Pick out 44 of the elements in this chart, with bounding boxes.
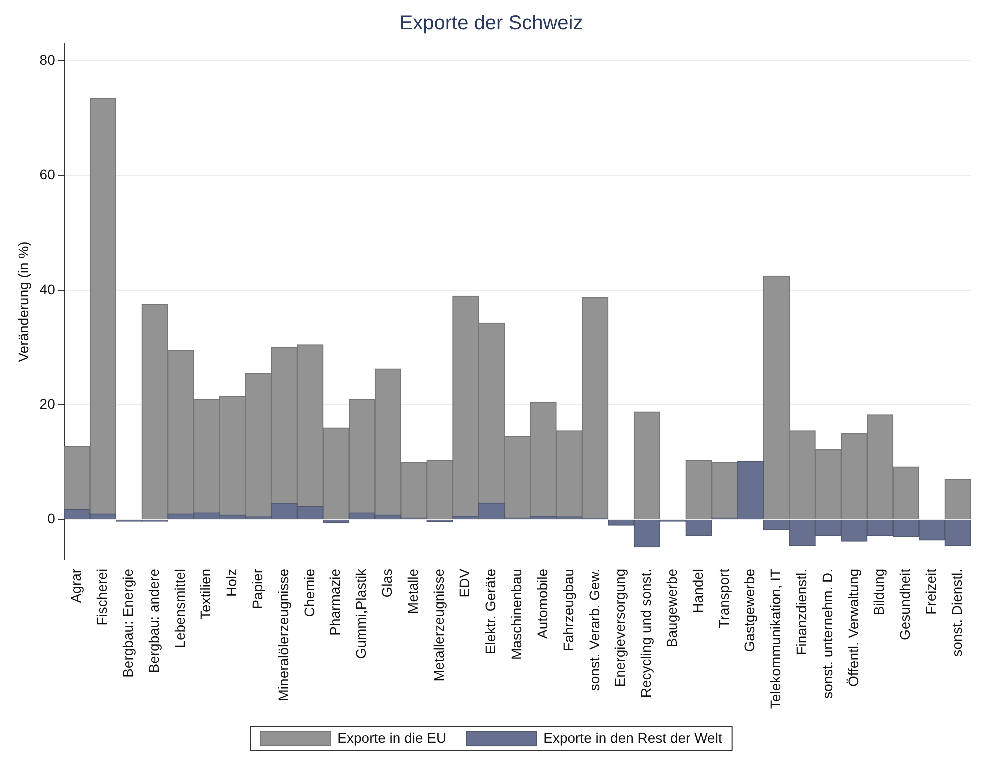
x-tick-label: Glas [379, 568, 396, 598]
y-tick-label: 20 [40, 396, 56, 412]
y-tick-label: 80 [40, 52, 56, 68]
x-tick-label: Metalle [404, 568, 421, 614]
x-tick-label: Textilien [198, 568, 214, 620]
y-tick-label: 0 [48, 510, 56, 527]
x-tick-label: Öffentl. Verwaltung [845, 568, 862, 687]
x-tick-label: Handel [690, 568, 706, 614]
x-tick-label: Fahrzeugbau [560, 568, 576, 652]
legend-label: Exporte in den Rest der Welt [544, 730, 722, 746]
x-tick-label: Bergbau: Energie [120, 568, 136, 678]
x-tick-label: Maschinenbau [508, 568, 525, 660]
x-tick-label: sonst. unternehm. D. [819, 568, 836, 699]
x-tick-label: Agrar [68, 568, 84, 604]
x-tick-label: sonst. Dienstl. [948, 568, 965, 657]
y-tick-label: 60 [40, 166, 56, 183]
x-tick-label: Baugewerbe [664, 568, 680, 648]
x-tick-label: Pharmazie [327, 568, 344, 636]
x-tick-label: Mineralölerzeugnisse [275, 568, 292, 702]
x-tick-label: Lebensmittel [172, 568, 188, 648]
x-tick-label: Bergbau: andere [146, 568, 162, 674]
x-tick-label: Gummi,Plastik [353, 568, 370, 660]
x-tick-label: Chemie [301, 568, 318, 618]
y-axis-title: Veränderung (in %) [15, 242, 32, 362]
x-tick-label: Fischerei [94, 568, 110, 626]
x-tick-label: Transport [716, 568, 732, 628]
x-tick-label: sonst. Verarb. Gew. [586, 568, 602, 692]
legend-label: Exporte in die EU [338, 730, 447, 746]
y-tick-label: 40 [40, 281, 56, 298]
x-tick-label: Metallerzeugnisse [430, 568, 447, 682]
x-tick-label: Holz [224, 568, 240, 597]
chart-title: Exporte der Schweiz [400, 12, 584, 35]
x-tick-label: Freizeit [923, 568, 940, 615]
x-tick-label: Bildung [871, 568, 888, 616]
x-tick-label: Papier [250, 568, 266, 610]
x-tick-label: EDV [456, 568, 473, 598]
x-tick-label: Automobile [534, 568, 550, 639]
x-tick-label: Recycling und sonst. [638, 568, 654, 698]
x-tick-label: Elektr. Geräte [482, 568, 499, 655]
x-tick-label: Finanzdienstl. [793, 568, 810, 656]
x-tick-label: Energieversorgung [612, 568, 628, 688]
x-tick-label: Gesundheit [897, 568, 914, 641]
x-tick-label: Telekommunikation, IT [768, 568, 784, 710]
x-tick-label: Gastgewerbe [742, 568, 758, 652]
